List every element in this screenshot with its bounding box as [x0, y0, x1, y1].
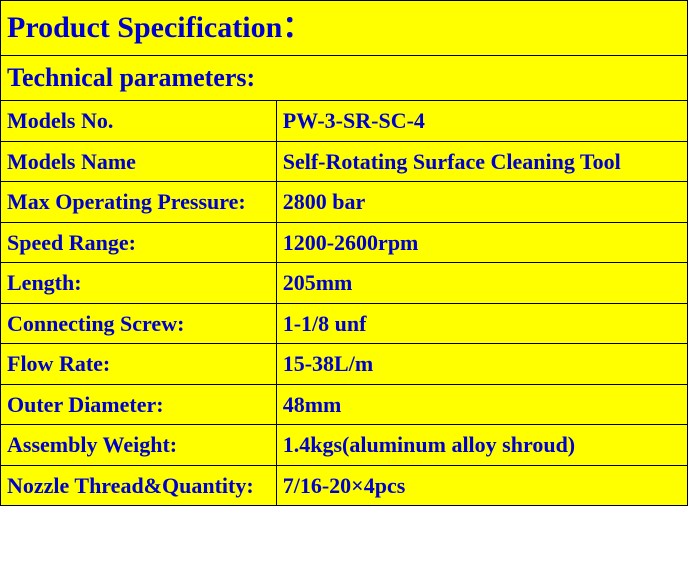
row-value: PW-3-SR-SC-4 [276, 101, 687, 142]
row-label: Models Name [1, 141, 277, 182]
row-label: Speed Range: [1, 222, 277, 263]
row-value: 1.4kgs(aluminum alloy shroud) [276, 425, 687, 466]
row-label: Max Operating Pressure: [1, 182, 277, 223]
row-value: 15-38L/m [276, 344, 687, 385]
row-label: Assembly Weight: [1, 425, 277, 466]
row-value: 48mm [276, 384, 687, 425]
table-row: Flow Rate: 15-38L/m [1, 344, 688, 385]
table-row: Models Name Self-Rotating Surface Cleani… [1, 141, 688, 182]
row-label: Nozzle Thread&Quantity: [1, 465, 277, 506]
row-value: 1200-2600rpm [276, 222, 687, 263]
row-value: 1-1/8 unf [276, 303, 687, 344]
table-row: Speed Range: 1200-2600rpm [1, 222, 688, 263]
row-label: Flow Rate: [1, 344, 277, 385]
table-row: Length: 205mm [1, 263, 688, 304]
subtitle-cell: Technical parameters: [1, 55, 688, 101]
row-label: Length: [1, 263, 277, 304]
row-value: 7/16-20×4pcs [276, 465, 687, 506]
table-row: Nozzle Thread&Quantity: 7/16-20×4pcs [1, 465, 688, 506]
table-row: Outer Diameter: 48mm [1, 384, 688, 425]
row-value: Self-Rotating Surface Cleaning Tool [276, 141, 687, 182]
table-row: Connecting Screw: 1-1/8 unf [1, 303, 688, 344]
row-label: Models No. [1, 101, 277, 142]
title-cell: Product Specification： [1, 1, 688, 56]
table-row: Models No. PW-3-SR-SC-4 [1, 101, 688, 142]
title-row: Product Specification： [1, 1, 688, 56]
product-spec-table: Product Specification： Technical paramet… [0, 0, 688, 506]
row-label: Connecting Screw: [1, 303, 277, 344]
row-label: Outer Diameter: [1, 384, 277, 425]
row-value: 2800 bar [276, 182, 687, 223]
row-value: 205mm [276, 263, 687, 304]
table-row: Max Operating Pressure: 2800 bar [1, 182, 688, 223]
table-row: Assembly Weight: 1.4kgs(aluminum alloy s… [1, 425, 688, 466]
subtitle-row: Technical parameters: [1, 55, 688, 101]
